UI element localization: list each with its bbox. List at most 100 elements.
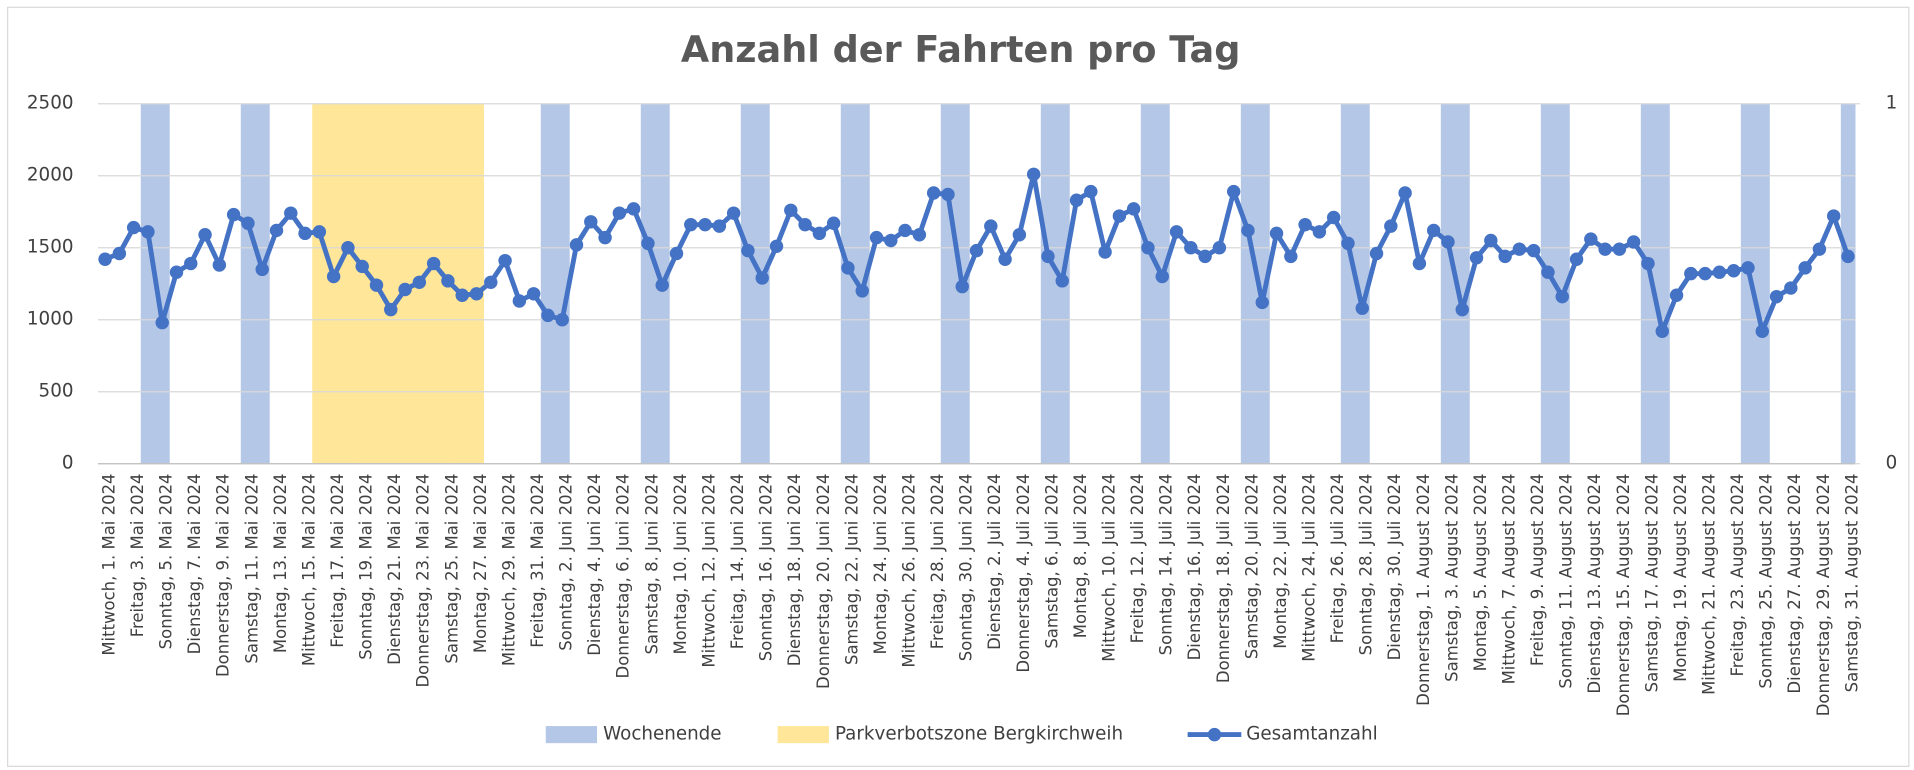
bar [383,103,399,464]
x-tick-label: Mittwoch, 29. Mai 2024 [499,473,518,666]
point [1441,235,1455,249]
point [1312,225,1327,239]
point [541,308,555,323]
x-tick-label: Montag, 22. Juli 2024 [1271,473,1290,648]
bar [940,103,956,464]
point [141,225,155,239]
point [841,261,855,275]
point [1026,167,1041,181]
bar [1740,103,1756,464]
x-tick-label: Samstag, 22. Juni 2024 [842,473,861,665]
x-tick-label: Dienstag, 30. Juli 2024 [1385,473,1404,660]
point [1626,235,1641,249]
bar [326,103,342,464]
point [341,241,355,255]
point [426,256,441,271]
point [741,243,755,258]
point [769,239,784,253]
bar [240,103,256,464]
point [698,217,712,232]
point [1469,251,1484,265]
x-tick-label: Samstag, 17. August 2024 [1642,473,1661,692]
x-tick-label: Samstag, 25. Mai 2024 [442,473,461,663]
bar [540,103,556,464]
point [584,215,598,229]
bar [455,103,470,464]
x-tick-label: Mittwoch, 10. Juli 2024 [1099,473,1118,661]
y-tick-label: 1000 [27,309,74,330]
point [1041,249,1055,264]
x-tick-label: Montag, 10. Juni 2024 [671,473,690,654]
x-tick-label: Freitag, 31. Mai 2024 [528,473,547,647]
bar [340,103,356,464]
point [984,219,998,233]
point [1598,242,1612,256]
point [498,253,512,268]
x-tick-label: Sonntag, 5. Mai 2024 [157,473,176,649]
x-tick-label: Samstag, 8. Juni 2024 [642,473,661,654]
x-tick-label: Freitag, 12. Juli 2024 [1128,473,1147,643]
point [969,243,984,258]
point [326,269,341,284]
point [669,246,684,261]
point [1384,219,1398,233]
point [1055,274,1069,288]
point [1498,249,1512,264]
point [398,282,412,297]
y-tick-label: 0 [62,453,74,474]
point [1555,289,1569,304]
point [1069,193,1084,207]
point [98,252,112,266]
x-tick-label: Dienstag, 21. Mai 2024 [385,473,404,664]
legend-swatch [777,726,829,744]
x-tick-label: Donnerstag, 6. Juni 2024 [614,473,633,678]
x-tick-label: Montag, 13. Mai 2024 [271,473,290,653]
point [1084,184,1098,199]
x-tick-label: Montag, 27. Mai 2024 [471,473,490,653]
point [1112,209,1127,223]
bar [555,103,570,464]
point [855,284,869,298]
x-tick-label: Mittwoch, 15. Mai 2024 [299,473,318,666]
point [1841,249,1855,264]
point [441,274,455,288]
bar [640,103,656,464]
x-tick-label: Samstag, 6. Juli 2024 [1042,473,1061,648]
x-tick-label: Donnerstag, 1. August 2024 [1414,473,1433,705]
point [1669,288,1684,302]
point [1655,324,1669,338]
point [1726,264,1741,278]
point [112,246,127,261]
y-tick-label: 2500 [27,93,74,114]
x-tick-label: Freitag, 23. August 2024 [1728,473,1747,676]
y-tick-label: 1500 [27,237,74,258]
point [1484,233,1498,248]
point [1369,246,1384,261]
point [1541,265,1555,279]
bar [1555,103,1570,464]
x-tick-label: Mittwoch, 24. Juli 2024 [1299,473,1318,661]
point [998,252,1012,266]
x-tick-label: Montag, 5. August 2024 [1471,473,1490,671]
point [626,202,641,216]
point [1255,295,1269,310]
x-tick-label: Sonntag, 30. Juni 2024 [957,473,976,661]
x-tick-label: Mittwoch, 21. August 2024 [1700,473,1719,694]
point [1298,217,1312,232]
point [1769,289,1784,304]
point [255,262,269,277]
point [1269,226,1284,241]
bar [1455,103,1470,464]
bar [740,103,756,464]
x-tick-label: Freitag, 14. Juni 2024 [728,473,747,649]
point [926,186,941,200]
point [1284,249,1298,264]
point [126,220,141,235]
point [1012,228,1027,242]
legend-label: Gesamtanzahl [1246,724,1377,745]
point [1155,269,1169,284]
lines [98,167,1855,338]
grid [97,103,1861,465]
x-tick-label: Dienstag, 13. August 2024 [1585,473,1604,693]
x-tick-label: Freitag, 28. Juni 2024 [928,473,947,649]
